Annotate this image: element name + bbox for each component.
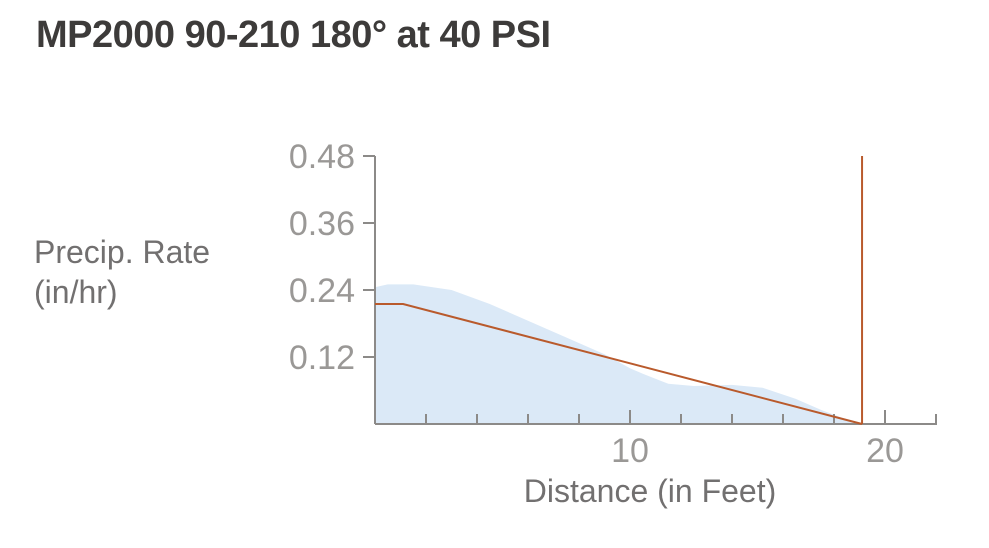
precip-area bbox=[375, 284, 863, 424]
chart-title: MP2000 90-210 180° at 40 PSI bbox=[36, 14, 551, 56]
y-axis-label-line-1: Precip. Rate bbox=[34, 234, 211, 270]
x-axis-label: Distance (in Feet) bbox=[524, 473, 777, 509]
y-tick-label-0.48: 0.48 bbox=[289, 138, 355, 176]
y-tick-label-0.24: 0.24 bbox=[289, 272, 355, 310]
x-tick-label-10: 10 bbox=[611, 432, 649, 470]
y-tick-label-0.12: 0.12 bbox=[289, 339, 355, 377]
y-axis-label: Precip. Rate (in/hr) bbox=[34, 232, 210, 312]
y-tick-label-0.36: 0.36 bbox=[289, 205, 355, 243]
y-axis-label-line-2: (in/hr) bbox=[34, 274, 118, 310]
precip-rate-line bbox=[375, 303, 863, 425]
x-tick-label-20: 20 bbox=[866, 432, 904, 470]
